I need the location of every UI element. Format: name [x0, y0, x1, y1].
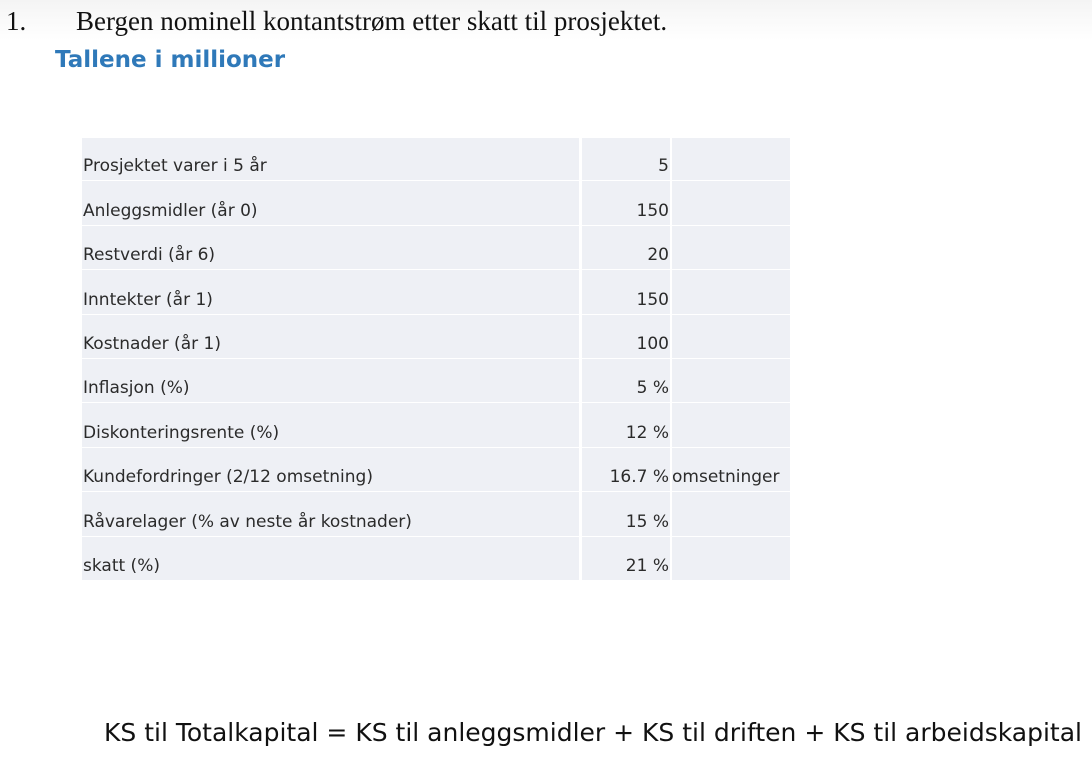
table-row: Kostnader (år 1) 100 [82, 314, 790, 359]
heading-number: 1. [6, 6, 27, 36]
row-note [672, 403, 790, 447]
row-value: 12 % [582, 403, 672, 447]
heading-title: Bergen nominell kontantstrøm etter skatt… [76, 6, 668, 36]
row-note [672, 225, 790, 270]
row-note [672, 314, 790, 358]
table-row: Restverdi (år 6) 20 [82, 225, 790, 271]
table-row: Inntekter (år 1) 150 [82, 270, 790, 315]
subheading: Tallene i millioner [55, 47, 286, 73]
row-note [672, 270, 790, 314]
row-value: 150 [582, 181, 672, 225]
row-note [672, 536, 790, 580]
row-value: 5 [582, 138, 672, 181]
row-label: Diskonteringsrente (%) [82, 403, 582, 447]
row-value: 5 % [582, 358, 672, 403]
row-label: Anleggsmidler (år 0) [82, 181, 582, 225]
row-label: Prosjektet varer i 5 år [82, 138, 582, 181]
row-label: Inntekter (år 1) [82, 270, 582, 314]
formula-text: KS til Totalkapital = KS til anleggsmidl… [104, 718, 1082, 747]
row-value: 15 % [582, 492, 672, 536]
row-value: 20 [582, 225, 672, 270]
row-note [672, 138, 790, 181]
row-label: Kundefordringer (2/12 omsetning) [82, 447, 582, 492]
row-value: 21 % [582, 536, 672, 580]
row-label: Kostnader (år 1) [82, 314, 582, 358]
table-row: skatt (%) 21 % [82, 536, 790, 581]
row-note [672, 181, 790, 225]
table-row: Inflasjon (%) 5 % [82, 358, 790, 404]
row-note: omsetninger [672, 447, 790, 492]
row-label: Råvarelager (% av neste år kostnader) [82, 492, 582, 536]
row-label: Inflasjon (%) [82, 358, 582, 403]
row-label: skatt (%) [82, 536, 582, 580]
row-note [672, 358, 790, 403]
row-value: 150 [582, 270, 672, 314]
row-value: 16.7 % [582, 447, 672, 492]
table-row: Råvarelager (% av neste år kostnader) 15… [82, 492, 790, 537]
row-label: Restverdi (år 6) [82, 225, 582, 270]
row-note [672, 492, 790, 536]
row-value: 100 [582, 314, 672, 358]
table-row: Diskonteringsrente (%) 12 % [82, 403, 790, 448]
assumptions-table: Prosjektet varer i 5 år 5 Anleggsmidler … [82, 137, 790, 581]
page-heading: 1. Bergen nominell kontantstrøm etter ska… [6, 6, 667, 37]
table-row: Prosjektet varer i 5 år 5 [82, 137, 790, 182]
table-row: Anleggsmidler (år 0) 150 [82, 181, 790, 226]
table-row: Kundefordringer (2/12 omsetning) 16.7 % … [82, 447, 790, 493]
